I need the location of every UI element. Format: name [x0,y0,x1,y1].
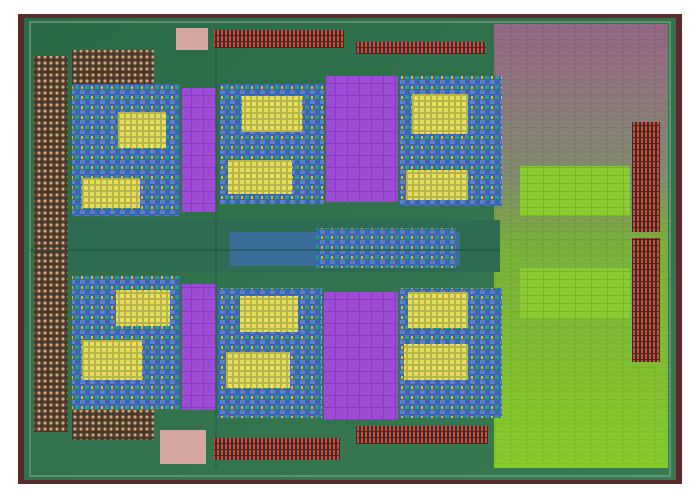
core-top-left [72,84,216,216]
core-bottom-middle [218,288,398,420]
core-bottom-left [72,276,216,410]
core-top-right [400,76,502,206]
core-bottom-right [400,288,502,418]
core-top-middle [220,76,398,204]
